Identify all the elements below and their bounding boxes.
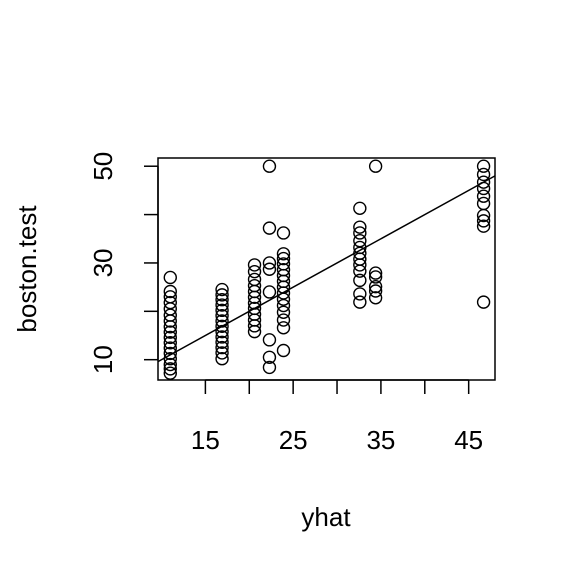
x-tick-label: 35 xyxy=(366,425,395,455)
data-point xyxy=(262,159,277,173)
data-point xyxy=(368,266,383,280)
reference-line xyxy=(157,175,496,363)
data-point xyxy=(368,159,383,173)
data-point xyxy=(215,340,229,355)
data-point xyxy=(215,335,229,349)
data-point xyxy=(163,352,177,366)
data-point xyxy=(215,330,229,344)
data-point xyxy=(476,159,491,173)
data-point xyxy=(353,220,367,234)
data-point xyxy=(163,325,177,339)
data-point xyxy=(163,346,177,361)
data-point xyxy=(476,175,491,189)
data-point xyxy=(276,313,291,327)
data-point xyxy=(247,272,262,287)
data-point xyxy=(215,293,229,307)
data-point xyxy=(163,284,177,299)
data-point xyxy=(368,291,383,305)
y-tick-label: 50 xyxy=(88,152,118,181)
data-point xyxy=(247,301,262,316)
data-point xyxy=(368,270,383,284)
data-point xyxy=(163,290,177,304)
data-point xyxy=(247,278,262,293)
data-point xyxy=(276,247,291,261)
data-point xyxy=(163,357,177,372)
data-point xyxy=(353,287,367,301)
y-axis-label: boston.test xyxy=(12,205,42,333)
data-point xyxy=(276,226,291,240)
data-point xyxy=(215,346,229,360)
data-point xyxy=(163,270,177,285)
data-point xyxy=(353,201,367,216)
data-point xyxy=(215,303,229,318)
x-tick-label: 25 xyxy=(279,425,308,455)
data-point xyxy=(276,321,291,335)
data-point xyxy=(163,366,177,380)
data-point xyxy=(476,181,491,196)
data-point xyxy=(215,282,229,297)
x-tick-label: 45 xyxy=(454,425,483,455)
data-point xyxy=(247,307,262,321)
data-point xyxy=(163,330,177,345)
data-point xyxy=(276,251,291,266)
data-point xyxy=(262,221,277,235)
data-point xyxy=(368,284,383,298)
data-point xyxy=(353,295,367,309)
data-point xyxy=(163,336,177,350)
data-point xyxy=(476,196,491,211)
data-point xyxy=(353,226,367,240)
data-point xyxy=(262,360,277,375)
y-axis: 10 30 50 xyxy=(88,152,159,374)
y-tick-label: 10 xyxy=(88,345,118,374)
data-point xyxy=(215,298,229,312)
data-point xyxy=(215,352,229,366)
data-point xyxy=(247,258,262,272)
data-point xyxy=(276,263,291,277)
data-point xyxy=(353,273,367,288)
data-point xyxy=(353,234,367,248)
data-point xyxy=(215,308,229,323)
data-point xyxy=(476,295,491,309)
data-point xyxy=(215,314,229,328)
data-point xyxy=(353,240,367,255)
data-point xyxy=(247,264,262,279)
data-point xyxy=(262,333,277,347)
data-point xyxy=(163,295,177,310)
data-point xyxy=(368,279,383,294)
data-point xyxy=(276,343,291,358)
data-point xyxy=(262,285,277,299)
data-point xyxy=(215,324,229,339)
data-point xyxy=(476,189,491,203)
data-point xyxy=(262,256,277,270)
data-point xyxy=(163,341,177,355)
data-point xyxy=(276,305,291,319)
data-point xyxy=(476,167,491,182)
data-point xyxy=(215,288,229,302)
y-tick-label: 30 xyxy=(88,248,118,277)
x-axis-label: yhat xyxy=(301,502,351,532)
data-point xyxy=(476,219,491,233)
x-axis: 15 25 35 45 xyxy=(191,379,483,455)
points-layer xyxy=(163,159,491,380)
data-point xyxy=(262,350,277,364)
reference-line-layer xyxy=(157,175,496,363)
data-point xyxy=(476,214,491,228)
data-point xyxy=(163,362,177,376)
data-point xyxy=(276,257,291,271)
data-point xyxy=(262,262,277,276)
data-point xyxy=(215,319,229,334)
x-tick-label: 15 xyxy=(191,425,220,455)
